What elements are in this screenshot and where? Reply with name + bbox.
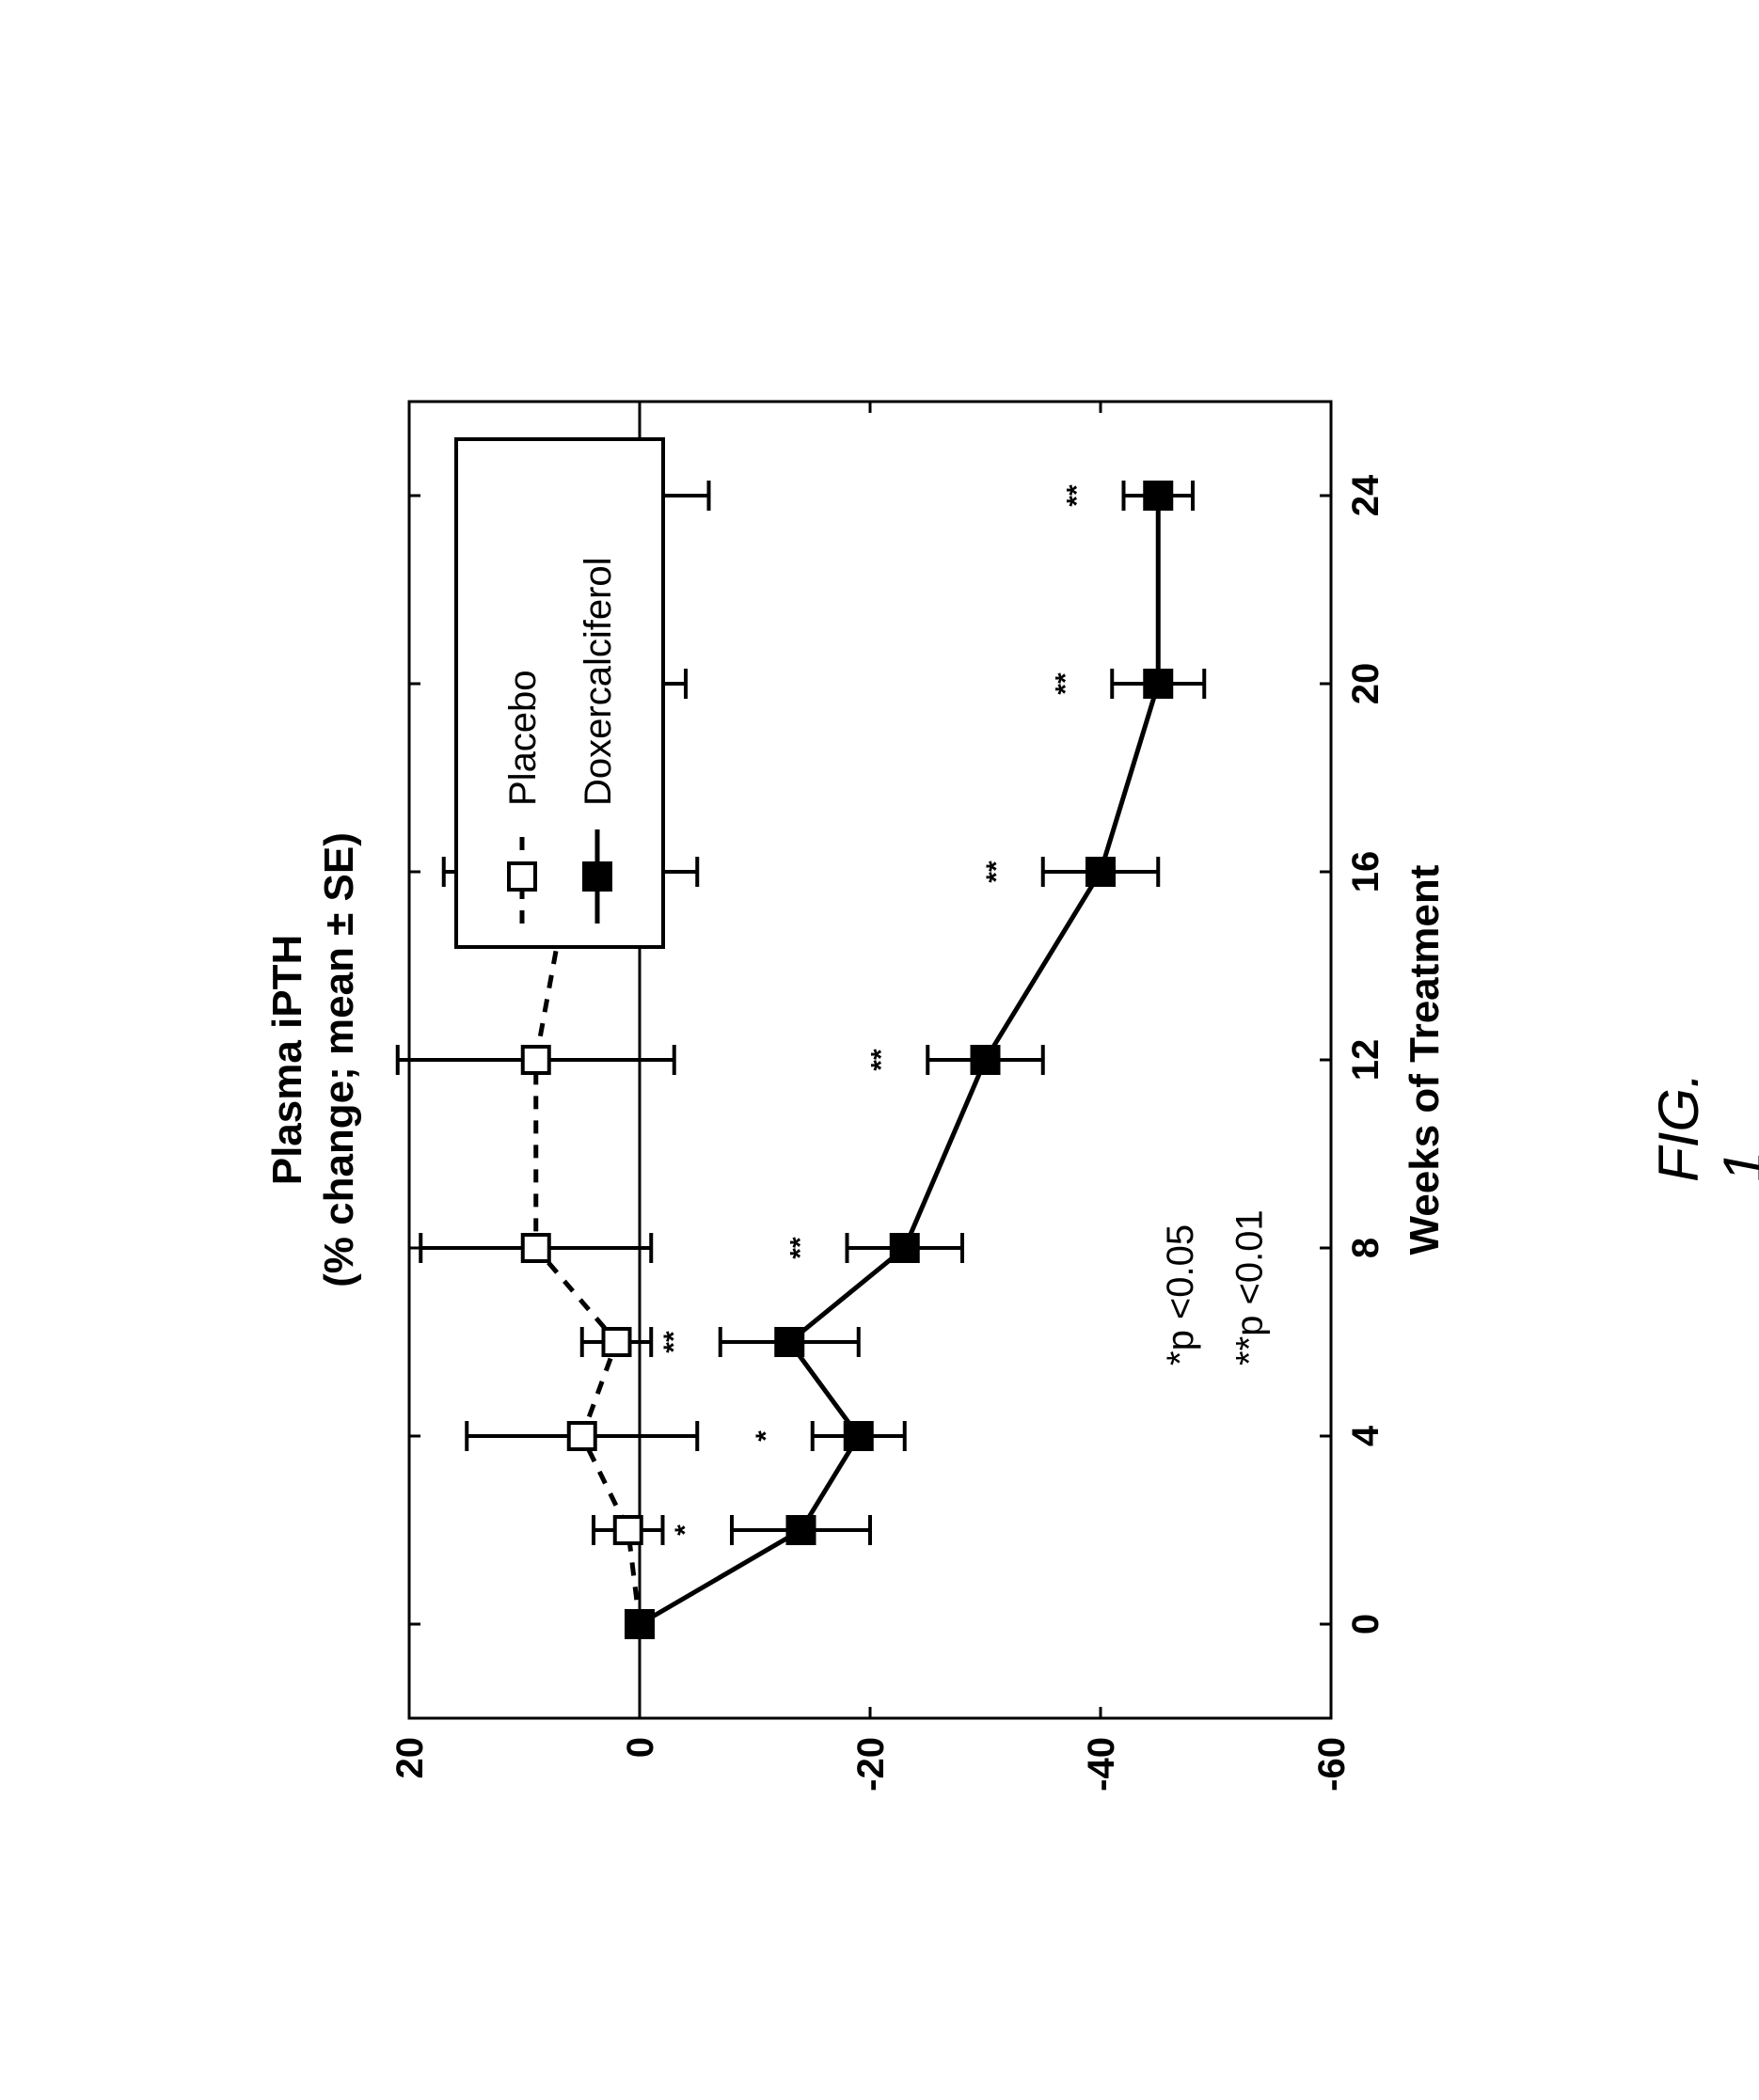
legend-label-placebo: Placebo xyxy=(502,670,544,806)
chart-title-line1: Plasma iPTH xyxy=(264,934,310,1185)
legend-marker-doxercalciferol xyxy=(584,863,610,890)
x-tick-label: 24 xyxy=(1345,474,1387,516)
figure-label: FIG. 1 xyxy=(1646,1069,1759,1182)
series-marker-placebo xyxy=(569,1423,595,1449)
legend-marker-placebo xyxy=(509,863,535,890)
y-tick-label: -60 xyxy=(1311,1737,1353,1792)
series-marker-placebo xyxy=(615,1517,642,1543)
series-marker-placebo xyxy=(604,1329,630,1355)
significance-star: ** xyxy=(981,861,1012,883)
y-tick-label: -20 xyxy=(850,1737,892,1792)
series-marker-doxercalciferol xyxy=(1145,671,1171,697)
y-tick-label: -40 xyxy=(1081,1737,1122,1792)
x-axis-label: Weeks of Treatment xyxy=(1402,864,1448,1255)
x-tick-label: 20 xyxy=(1345,662,1387,704)
significance-star: * xyxy=(670,1524,701,1535)
y-tick-label: 0 xyxy=(620,1737,661,1758)
significance-star: ** xyxy=(865,1049,896,1071)
series-marker-placebo xyxy=(523,1047,549,1073)
significance-star: * xyxy=(751,1429,782,1441)
chart-rotated-wrap: Plasma iPTH(% change; mean ± SE) -60 -40 -2… xyxy=(249,195,1510,1906)
series-marker-doxercalciferol xyxy=(846,1423,872,1449)
x-tick-label: 0 xyxy=(1345,1613,1387,1634)
x-tick-label: 4 xyxy=(1345,1425,1387,1446)
legend-label-doxercalciferol: Doxercalciferol xyxy=(578,557,619,806)
x-tick-label: 8 xyxy=(1345,1237,1387,1257)
series-marker-doxercalciferol xyxy=(973,1047,999,1073)
legend-box xyxy=(456,439,663,947)
significance-note: *p <0.05 xyxy=(1160,1224,1201,1365)
x-tick-label: 12 xyxy=(1345,1038,1387,1081)
series-marker-doxercalciferol xyxy=(626,1611,653,1637)
series-marker-doxercalciferol xyxy=(1087,859,1114,885)
significance-note: **p <0.01 xyxy=(1229,1209,1271,1366)
significance-star: ** xyxy=(1062,484,1093,507)
y-tick-label: 20 xyxy=(389,1737,431,1779)
plasma-ipth-chart: Plasma iPTH(% change; mean ± SE) -60 -40 -2… xyxy=(249,195,1510,1906)
significance-star: ** xyxy=(785,1237,816,1259)
series-marker-doxercalciferol xyxy=(776,1329,802,1355)
x-tick-label: 16 xyxy=(1345,850,1387,892)
significance-star: ** xyxy=(658,1331,689,1353)
stage: Plasma iPTH(% change; mean ± SE) -60 -40 -2… xyxy=(0,0,1759,2100)
series-marker-doxercalciferol xyxy=(1145,482,1171,509)
series-marker-placebo xyxy=(523,1235,549,1261)
series-marker-doxercalciferol xyxy=(892,1235,918,1261)
series-marker-doxercalciferol xyxy=(788,1517,815,1543)
chart-title-line2: (% change; mean ± SE) xyxy=(316,832,362,1287)
significance-star: ** xyxy=(1050,672,1081,695)
